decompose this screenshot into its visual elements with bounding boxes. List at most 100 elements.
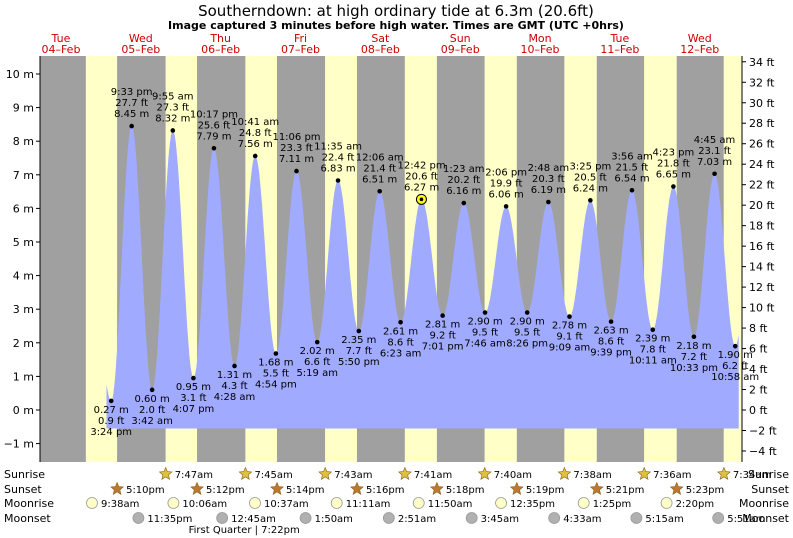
sunrise-icon — [717, 466, 731, 480]
sunrise-icon — [557, 466, 572, 480]
moonset-time: 11:35pm — [147, 514, 192, 525]
high-tide-label: 21.8 ft — [657, 159, 690, 170]
moonset-icon — [299, 512, 312, 524]
low-tide-point — [440, 313, 445, 318]
date-label: 12–Feb — [680, 43, 719, 56]
high-tide-point — [170, 128, 176, 133]
high-tide-point — [671, 184, 676, 189]
high-tide-label: 20.3 ft — [532, 174, 565, 185]
high-tide-label: 6.27 m — [404, 182, 439, 193]
high-tide-label: 7.11 m — [279, 154, 314, 165]
low-tide-label: 2.78 m — [552, 321, 587, 332]
day-of-week-label: Wed — [129, 32, 153, 45]
right-tick-label: 18 ft — [749, 220, 775, 233]
low-tide-point — [691, 334, 697, 340]
left-tick-label: 3 m — [13, 303, 34, 316]
sunset-icon — [509, 481, 524, 495]
low-tide-point — [232, 363, 237, 369]
moonrise-icon — [86, 497, 98, 509]
right-tick-label: 30 ft — [749, 97, 775, 110]
low-tide-point — [108, 398, 114, 404]
low-tide-label: 5.5 ft — [263, 369, 289, 380]
high-tide-label: 8.32 m — [155, 113, 190, 124]
right-tick-label: 2 ft — [749, 384, 768, 397]
low-tide-label: 0.27 m — [94, 405, 129, 416]
high-tide-label: 20.6 ft — [405, 171, 438, 182]
sunset-icon — [190, 481, 204, 495]
right-tick-label: 6 ft — [749, 343, 768, 356]
day-of-week-label: Sat — [371, 32, 390, 45]
left-tick-label: 5 m — [13, 236, 34, 249]
moonrise-time: 12:35pm — [510, 499, 555, 510]
low-tide-label: 2.90 m — [467, 317, 502, 328]
chart-title: Southerndown: at high ordinary tide at 6… — [198, 2, 594, 20]
low-tide-point — [191, 375, 196, 381]
high-tide-label: 7.03 m — [697, 157, 732, 168]
moonset-icon — [548, 512, 561, 524]
moonrise-time: 9:38am — [101, 499, 139, 510]
row-label-right: Moonrise — [739, 497, 789, 510]
high-tide-label: 7.79 m — [196, 131, 231, 142]
moonrise-icon — [660, 497, 673, 509]
high-tide-point — [629, 187, 635, 193]
right-tick-label: −4 ft — [749, 445, 777, 458]
high-tide-label: 2:48 am — [528, 163, 570, 174]
high-tide-point — [712, 171, 717, 177]
day-labels: Tue04–FebWed05–FebThu06–FebFri07–FebSat0… — [41, 32, 719, 56]
low-tide-label: 6:23 am — [380, 348, 422, 359]
high-tide-label: 3:56 am — [611, 151, 653, 162]
right-tick-label: 24 ft — [749, 158, 775, 171]
low-tide-label: 0.95 m — [176, 382, 211, 393]
moon-phase-label: First Quarter | 7:22pm — [189, 525, 300, 536]
low-tide-label: 2.35 m — [341, 335, 376, 346]
high-tide-label: 6.51 m — [362, 174, 397, 185]
high-tide-label: 11:35 am — [314, 142, 362, 153]
moonset-icon — [630, 512, 643, 524]
left-tick-label: −1 m — [4, 438, 34, 451]
day-of-week-label: Fri — [294, 32, 307, 45]
high-tide-label: 2:06 pm — [485, 167, 527, 178]
high-tide-point — [252, 153, 258, 159]
low-tide-label: 1.31 m — [217, 370, 252, 381]
moonrise-time: 10:06am — [182, 499, 227, 510]
high-tide-point — [588, 198, 593, 203]
high-tide-label: 6.83 m — [320, 164, 355, 175]
low-tide-label: 4:07 pm — [173, 404, 215, 415]
right-tick-label: 26 ft — [749, 138, 775, 151]
sunrise-time: 7:47am — [175, 470, 213, 481]
right-tick-label: 4 ft — [749, 363, 768, 376]
right-tick-label: 0 ft — [749, 404, 768, 417]
low-tide-label: 2.61 m — [383, 326, 418, 337]
sunset-icon — [270, 481, 284, 495]
high-tide-label: 25.6 ft — [198, 120, 231, 131]
left-tick-label: 10 m — [6, 68, 34, 81]
low-tide-label: 7:01 pm — [422, 342, 464, 353]
low-tide-label: 10:33 pm — [670, 363, 718, 374]
row-label-left: Sunset — [4, 483, 42, 496]
low-tide-point — [567, 314, 572, 319]
high-tide-label: 10:17 pm — [190, 109, 238, 120]
date-label: 04–Feb — [41, 43, 80, 56]
sunset-time: 5:16pm — [366, 485, 405, 496]
low-tide-label: 2.81 m — [425, 320, 460, 331]
sunset-time: 5:23pm — [686, 485, 725, 496]
sunset-time: 5:19pm — [526, 485, 565, 496]
sunrise-time: 7:36am — [653, 470, 691, 481]
low-tide-label: 9.2 ft — [429, 331, 455, 342]
high-tide-label: 9:55 am — [152, 91, 194, 102]
day-of-week-label: Tue — [51, 32, 71, 45]
row-label-left: Sunrise — [4, 468, 45, 481]
low-tide-label: 2.0 ft — [139, 405, 165, 416]
low-tide-label: 10:58 am — [711, 372, 759, 383]
high-tide-label: 9:33 pm — [111, 87, 153, 98]
row-label-right: Sunrise — [748, 468, 789, 481]
date-label: 08–Feb — [361, 43, 400, 56]
high-tide-point — [461, 200, 467, 206]
low-tide-label: 9.5 ft — [472, 328, 498, 339]
sunrise-time: 7:38am — [573, 470, 611, 481]
low-tide-label: 3.1 ft — [180, 393, 206, 404]
low-tide-label: 5:50 pm — [338, 357, 380, 368]
sunset-time: 5:21pm — [606, 485, 645, 496]
low-tide-point — [524, 310, 530, 315]
